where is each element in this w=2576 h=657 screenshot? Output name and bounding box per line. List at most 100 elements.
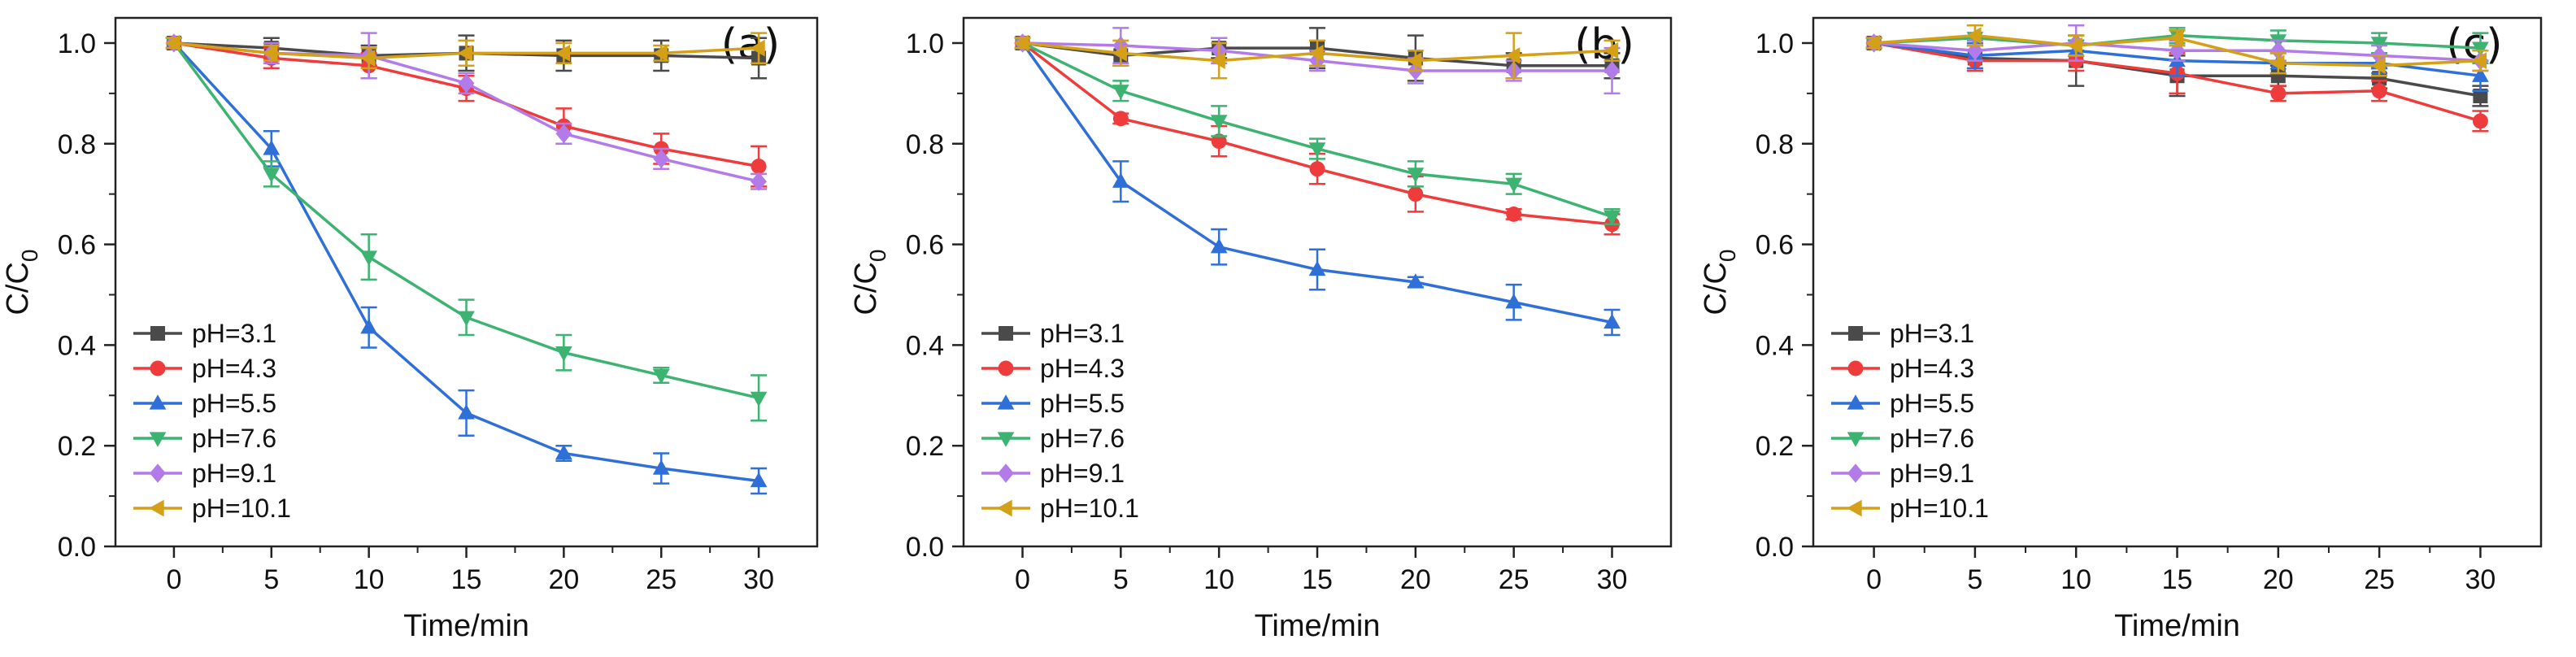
x-tick-label: 20 <box>1400 564 1431 595</box>
data-point <box>1407 273 1425 289</box>
legend-marker <box>997 432 1015 447</box>
legend-marker <box>1847 463 1864 483</box>
y-tick-label: 0.8 <box>58 129 96 160</box>
x-tick-label: 10 <box>1203 564 1234 595</box>
data-point <box>2269 41 2287 60</box>
x-tick-label: 15 <box>2162 564 2193 595</box>
series-pH-10.1 <box>165 32 768 70</box>
x-tick-label: 10 <box>354 564 385 595</box>
data-point <box>1308 142 1326 158</box>
y-axis-title-main: C/C <box>1699 262 1733 315</box>
y-tick-label: 0.2 <box>1756 431 1794 462</box>
x-tick-label: 30 <box>743 564 774 595</box>
legend-label: pH=10.1 <box>1890 494 1989 523</box>
legend-label: pH=10.1 <box>192 494 291 523</box>
data-point <box>1210 237 1228 254</box>
data-point <box>1407 52 1422 69</box>
y-axis-title-main: C/C <box>849 262 883 315</box>
legend-marker <box>1848 326 1863 341</box>
legend-marker <box>997 499 1012 517</box>
x-tick-label: 15 <box>1302 564 1333 595</box>
data-point <box>457 44 473 62</box>
data-point <box>555 44 571 62</box>
y-axis-title: C/C0 <box>1 249 42 315</box>
legend-label: pH=3.1 <box>1040 319 1125 348</box>
data-point <box>1210 52 1225 69</box>
data-point <box>1112 85 1129 100</box>
y-tick-label: 0.0 <box>58 532 96 563</box>
data-point <box>751 172 767 191</box>
data-point <box>263 168 281 183</box>
data-point <box>458 404 475 420</box>
series-pH-10.1 <box>1865 24 2489 77</box>
data-point <box>1013 34 1029 52</box>
legend-marker <box>1847 394 1865 410</box>
x-tick-label: 25 <box>2364 564 2395 595</box>
data-point <box>165 34 181 52</box>
y-tick-label: 0.4 <box>1756 330 1794 361</box>
legend-marker <box>149 432 167 447</box>
data-point <box>555 124 572 144</box>
x-tick-label: 20 <box>2263 564 2294 595</box>
y-tick-label: 1.0 <box>58 28 96 59</box>
legend: pH=3.1 pH=4.3 pH=5.5 pH=7.6 pH=9.1 pH=10.1 <box>981 319 1139 523</box>
y-tick-label: 0.6 <box>58 230 96 261</box>
data-point <box>2168 29 2184 47</box>
data-point <box>2067 37 2082 54</box>
legend: pH=3.1 pH=4.3 pH=5.5 pH=7.6 pH=9.1 pH=10.1 <box>1831 319 1989 523</box>
panel-label: (a) <box>721 20 780 69</box>
legend-marker <box>149 394 167 410</box>
chart-panel-a: 0 5 10 15 20 25 30 0.0 0.2 0.4 0.6 0.8 1.0 Time/min C/… <box>1 16 819 643</box>
legend-label: pH=7.6 <box>1890 424 1974 453</box>
series-pH-5.5 <box>1014 34 1621 337</box>
x-tick-label: 30 <box>2465 564 2496 595</box>
data-point <box>1210 115 1228 130</box>
y-axis-title-subscript: 0 <box>17 249 42 262</box>
chart-panel-b: 0 5 10 15 20 25 30 0.0 0.2 0.4 0.6 0.8 1.0 Time/min C/… <box>849 16 1673 643</box>
legend: pH=3.1 pH=4.3 pH=5.5 pH=7.6 pH=9.1 pH=10.1 <box>133 319 291 523</box>
data-point <box>360 250 377 266</box>
data-point <box>1505 293 1523 309</box>
x-tick-label: 20 <box>548 564 579 595</box>
legend-label: pH=3.1 <box>192 319 276 348</box>
legend-label: pH=5.5 <box>1890 389 1974 418</box>
data-point <box>750 391 768 407</box>
data-point <box>652 459 670 475</box>
series-pH-10.1 <box>1013 32 1621 80</box>
x-tick-label: 0 <box>1866 564 1882 595</box>
x-tick-label: 30 <box>1597 564 1628 595</box>
data-point <box>262 44 278 62</box>
data-point <box>2270 68 2286 84</box>
data-point <box>2472 113 2488 129</box>
x-tick-label: 15 <box>451 564 482 595</box>
data-point <box>2471 52 2487 69</box>
x-tick-label: 5 <box>263 564 279 595</box>
data-point <box>2169 41 2186 60</box>
x-axis-title: Time/min <box>403 609 529 643</box>
legend-marker <box>999 326 1013 341</box>
legend-marker <box>1847 360 1864 376</box>
legend-label: pH=7.6 <box>192 424 276 453</box>
legend-marker <box>1847 432 1865 447</box>
y-tick-label: 1.0 <box>1756 28 1794 59</box>
data-point <box>1112 111 1129 127</box>
legend-label: pH=5.5 <box>192 389 276 418</box>
data-point <box>1505 177 1523 194</box>
data-point <box>2473 88 2488 103</box>
data-point <box>458 73 475 94</box>
data-point <box>1966 27 1982 45</box>
data-point <box>2472 41 2489 57</box>
y-tick-label: 0.4 <box>58 330 96 361</box>
legend-label: pH=7.6 <box>1040 424 1125 453</box>
y-axis-title-subscript: 0 <box>1715 249 1740 262</box>
x-tick-label: 0 <box>166 564 181 595</box>
x-tick-label: 0 <box>1015 564 1030 595</box>
data-point <box>750 39 765 57</box>
legend-label: pH=4.3 <box>1040 354 1125 383</box>
x-tick-label: 25 <box>1499 564 1530 595</box>
legend-marker <box>149 499 164 517</box>
y-axis-title-main: C/C <box>1 262 35 315</box>
legend-marker <box>998 463 1014 483</box>
data-point <box>263 140 281 155</box>
